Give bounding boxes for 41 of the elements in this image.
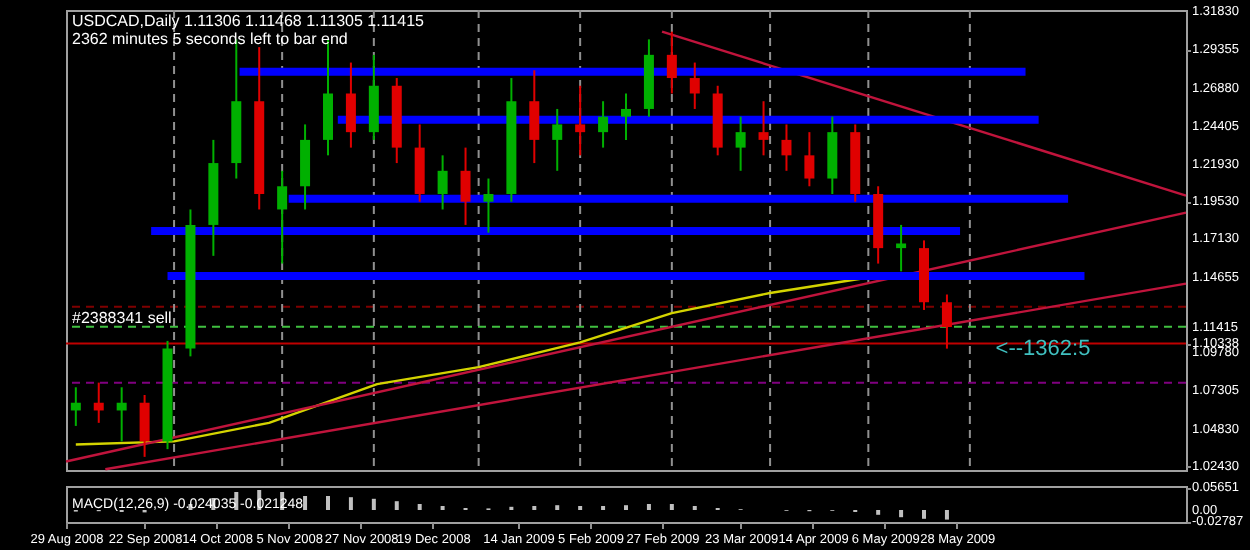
candlestick — [139, 394, 150, 458]
bar — [922, 510, 927, 519]
candlestick — [529, 69, 540, 165]
candlestick — [689, 61, 700, 110]
bar — [303, 496, 308, 510]
candlestick — [345, 61, 356, 149]
candlestick — [827, 115, 838, 195]
candlestick — [483, 177, 494, 234]
candlestick — [941, 293, 952, 350]
candlestick — [621, 92, 631, 141]
candlestick — [460, 146, 471, 226]
candlestick — [575, 84, 586, 157]
candlestick — [896, 223, 907, 273]
bar — [899, 510, 904, 518]
bar — [394, 501, 399, 510]
annotation: <--1362:5 — [995, 336, 1091, 361]
candlestick — [368, 53, 379, 141]
annotation: #2388341 sell — [72, 309, 173, 328]
candlestick — [116, 386, 127, 443]
candlestick — [758, 100, 769, 157]
bar — [646, 504, 651, 510]
bar — [944, 510, 949, 520]
candlestick — [781, 123, 792, 172]
candlestick — [804, 131, 815, 188]
candlestick — [70, 386, 81, 427]
candlestick — [93, 381, 104, 424]
chart-title: USDCAD,Daily 1.11306 1.11468 1.11305 1.11415 — [72, 12, 426, 30]
candlestick — [414, 123, 425, 203]
candlestick — [552, 107, 563, 172]
candlestick — [437, 154, 448, 211]
candlestick — [277, 169, 288, 265]
text: 2362 minutes 5 seconds left to bar end — [72, 30, 348, 48]
candlestick — [300, 123, 311, 211]
bar — [325, 496, 330, 510]
candlestick — [598, 100, 609, 149]
bar — [669, 504, 674, 510]
candlestick — [735, 115, 746, 172]
bar — [417, 504, 422, 510]
bar — [371, 498, 376, 510]
bar — [348, 497, 353, 510]
candlestick — [666, 30, 677, 95]
